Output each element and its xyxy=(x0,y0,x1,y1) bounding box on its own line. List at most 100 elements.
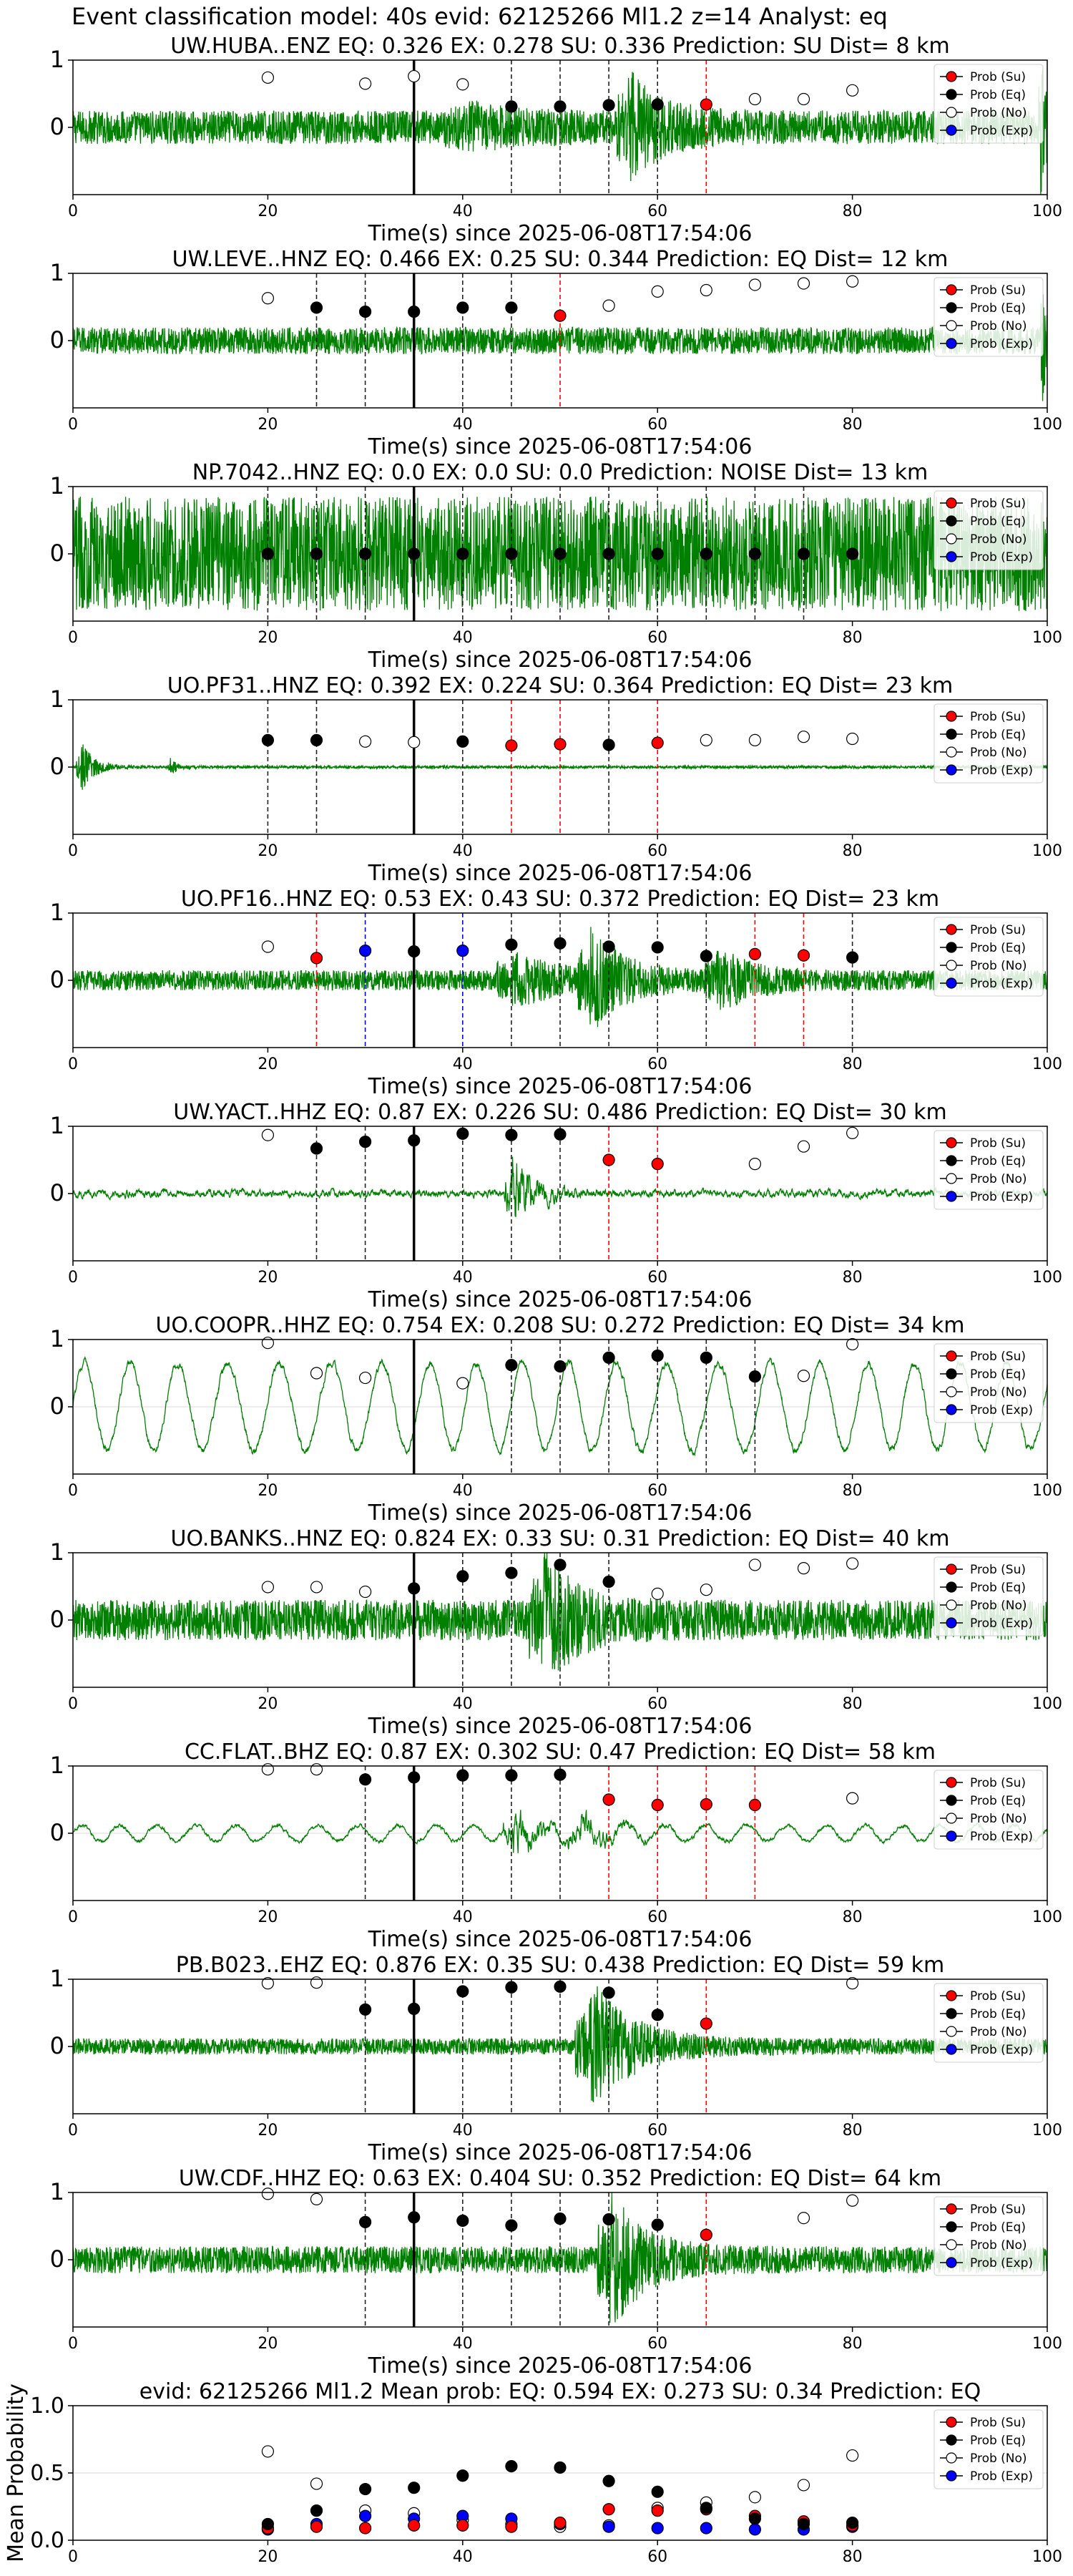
legend-label: Prob (Su) xyxy=(970,497,1026,511)
legend-label: Prob (No) xyxy=(970,1172,1027,1186)
x-tick-label: 20 xyxy=(258,203,278,220)
prob-point-exp xyxy=(359,945,372,957)
x-axis-label: Time(s) since 2025-06-08T17:54:06 xyxy=(368,1074,753,1099)
prob-point-eq xyxy=(651,1349,664,1362)
x-tick-label: 100 xyxy=(1032,203,1062,220)
panel-title: UW.YACT..HHZ EQ: 0.87 EX: 0.226 SU: 0.48… xyxy=(173,1100,946,1125)
legend-marker-su xyxy=(946,2416,957,2428)
prob-point-no xyxy=(261,2187,274,2200)
prob-point-eq xyxy=(602,1351,615,1364)
legend-label: Prob (Su) xyxy=(970,2202,1026,2217)
legend-label: Prob (Eq) xyxy=(970,514,1026,529)
prob-point-no xyxy=(261,1581,274,1594)
prob-point-exp xyxy=(359,2509,372,2522)
x-tick-label: 80 xyxy=(843,842,863,860)
x-tick-label: 100 xyxy=(1032,1908,1062,1926)
prob-point-eq xyxy=(310,547,323,560)
x-tick-label: 40 xyxy=(453,1908,473,1926)
panel-6: UW.YACT..HHZ EQ: 0.87 EX: 0.226 SU: 0.48… xyxy=(50,1100,1062,1312)
y-tick-label: 0 xyxy=(50,1392,64,1420)
prob-point-no xyxy=(261,940,274,953)
prob-point-no xyxy=(846,1557,859,1570)
panel-1: UW.HUBA..ENZ EQ: 0.326 EX: 0.278 SU: 0.3… xyxy=(50,34,1062,246)
y-tick-label: 0 xyxy=(50,1606,64,1633)
prob-point-eq xyxy=(602,2474,615,2487)
prob-point-no xyxy=(261,1977,274,1990)
prob-point-eq xyxy=(700,950,712,962)
legend: Prob (Su) Prob (Eq) Prob (No) Prob (Exp) xyxy=(934,1556,1044,1636)
prob-point-eq xyxy=(651,941,664,954)
legend-marker-no xyxy=(946,746,957,758)
legend-label: Prob (No) xyxy=(970,1812,1027,1826)
x-tick-label: 60 xyxy=(647,2122,667,2140)
x-tick-label: 0 xyxy=(68,2548,78,2566)
prob-point-eq xyxy=(408,1771,421,1784)
x-tick-label: 0 xyxy=(68,2335,78,2353)
prob-point-no xyxy=(261,292,274,305)
legend-label: Prob (Su) xyxy=(970,923,1026,937)
y-tick-label: 1 xyxy=(50,899,64,926)
prob-point-eq xyxy=(505,100,518,113)
x-tick-label: 20 xyxy=(258,1908,278,1926)
x-tick-label: 60 xyxy=(647,629,667,647)
prob-point-no xyxy=(797,1562,810,1575)
legend-marker-eq xyxy=(946,1368,957,1380)
prob-point-eq xyxy=(748,547,762,560)
x-tick-label: 20 xyxy=(258,1055,278,1073)
x-tick-label: 100 xyxy=(1032,1482,1062,1500)
legend-label: Prob (Exp) xyxy=(970,977,1033,991)
legend-label: Prob (Su) xyxy=(970,283,1026,298)
x-tick-label: 40 xyxy=(453,416,473,434)
legend-box xyxy=(934,1770,1044,1850)
panel-11: UW.CDF..HHZ EQ: 0.63 EX: 0.404 SU: 0.352… xyxy=(50,2166,1062,2379)
legend-box xyxy=(934,703,1044,784)
legend-marker-eq xyxy=(946,1155,957,1166)
prob-point-eq xyxy=(602,1575,615,1589)
prob-point-eq xyxy=(846,2516,859,2529)
prob-point-no xyxy=(310,1976,323,1989)
x-tick-label: 60 xyxy=(647,1055,667,1073)
legend-box xyxy=(934,1556,1044,1636)
x-axis-label: Time(s) since 2025-06-08T17:54:06 xyxy=(368,1501,753,1526)
prob-point-eq xyxy=(748,2512,762,2525)
panel-title: CC.FLAT..BHZ EQ: 0.87 EX: 0.302 SU: 0.47… xyxy=(185,1740,936,1765)
legend-marker-exp xyxy=(946,1617,957,1629)
panel-9: CC.FLAT..BHZ EQ: 0.87 EX: 0.302 SU: 0.47… xyxy=(50,1740,1062,1952)
prob-point-no xyxy=(748,733,762,747)
legend-label: Prob (Su) xyxy=(970,1136,1026,1151)
legend-label: Prob (No) xyxy=(970,959,1027,973)
legend-label: Prob (Su) xyxy=(970,1776,1026,1790)
prob-point-eq xyxy=(408,2211,421,2224)
prob-point-eq xyxy=(408,2002,421,2015)
y-tick-label: 0 xyxy=(50,540,64,567)
y-tick-label: 0 xyxy=(50,2245,64,2273)
prob-point-eq xyxy=(359,1136,372,1148)
prob-point-eq xyxy=(359,305,372,318)
legend-marker-su xyxy=(946,711,957,722)
panel-12: evid: 62125266 Ml1.2 Mean prob: EQ: 0.59… xyxy=(4,2379,1062,2566)
x-tick-label: 100 xyxy=(1032,416,1062,434)
x-tick-label: 0 xyxy=(68,2122,78,2140)
prob-point-eq xyxy=(456,2214,469,2228)
legend-box xyxy=(934,490,1044,570)
prob-point-eq xyxy=(261,733,274,747)
prob-point-no xyxy=(359,1371,372,1385)
legend-marker-exp xyxy=(946,1830,957,1842)
legend-marker-no xyxy=(946,1386,957,1397)
x-tick-label: 100 xyxy=(1032,2548,1062,2566)
y-tick-label: 1 xyxy=(50,2178,64,2205)
prob-point-eq xyxy=(505,1981,518,1994)
x-tick-label: 0 xyxy=(68,629,78,647)
prob-point-eq xyxy=(359,2003,372,2016)
prob-point-eq xyxy=(505,1128,518,1141)
legend-label: Prob (Eq) xyxy=(970,941,1026,955)
prob-point-no xyxy=(748,1558,762,1571)
prob-point-no xyxy=(651,285,664,298)
legend-label: Prob (Su) xyxy=(970,70,1026,84)
legend-label: Prob (Su) xyxy=(970,1350,1026,1364)
prob-point-no xyxy=(797,2212,810,2225)
legend-marker-no xyxy=(946,533,957,545)
prob-point-eq xyxy=(261,547,274,560)
prob-point-no xyxy=(748,278,762,291)
prob-point-eq xyxy=(797,2517,810,2531)
